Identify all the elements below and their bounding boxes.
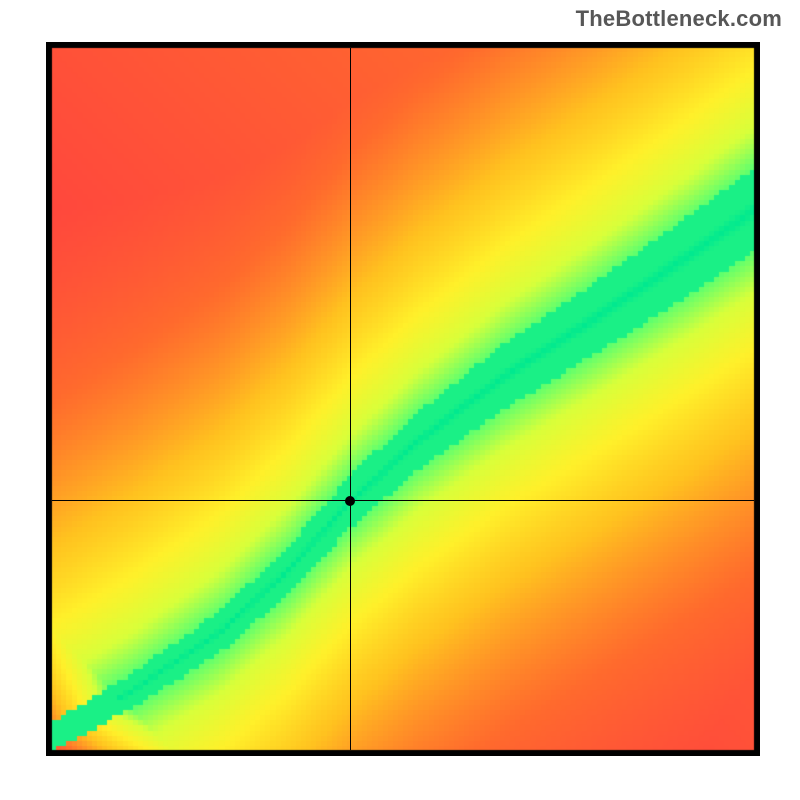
crosshair-horizontal (52, 500, 754, 501)
operating-point-marker (345, 496, 355, 506)
watermark-text: TheBottleneck.com (576, 6, 782, 32)
crosshair-vertical (350, 48, 351, 750)
stage: TheBottleneck.com (0, 0, 800, 800)
bottleneck-heatmap (46, 42, 760, 756)
